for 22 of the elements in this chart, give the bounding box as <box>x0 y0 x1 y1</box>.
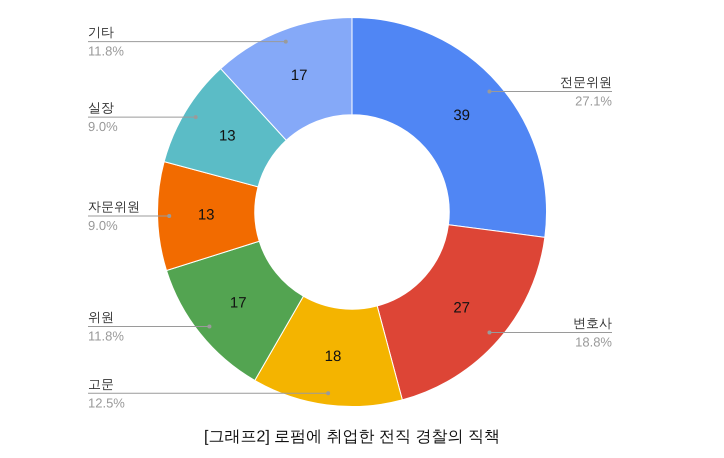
slice-label: 기타 <box>88 24 114 40</box>
slice-label: 실장 <box>88 100 114 116</box>
data-label: 18 <box>324 348 342 365</box>
text: 9.0% <box>88 119 118 134</box>
data-label: 13 <box>218 127 236 144</box>
slice-label: 전문위원 <box>560 74 612 90</box>
data-label: 39 <box>453 106 470 124</box>
data-label: 27 <box>453 299 470 316</box>
text: 18.8% <box>575 334 612 350</box>
data-label: 13 <box>198 206 215 224</box>
data-label: 17 <box>230 294 247 312</box>
text: 12.5% <box>88 395 126 410</box>
text: 27.1% <box>575 93 612 108</box>
slice-label: 자문위원 <box>88 198 140 214</box>
slice-label: 위원 <box>88 309 114 324</box>
text: [그래프2] 로펌에 취업한 전직 경찰의 직책 <box>204 428 500 446</box>
slice-label: 고문 <box>88 376 114 392</box>
text: 11.8% <box>88 328 124 344</box>
slice-label: 변호사 <box>573 316 612 331</box>
data-label: 17 <box>290 67 308 84</box>
text: 9.0% <box>88 218 118 233</box>
text: 11.8% <box>88 44 124 59</box>
